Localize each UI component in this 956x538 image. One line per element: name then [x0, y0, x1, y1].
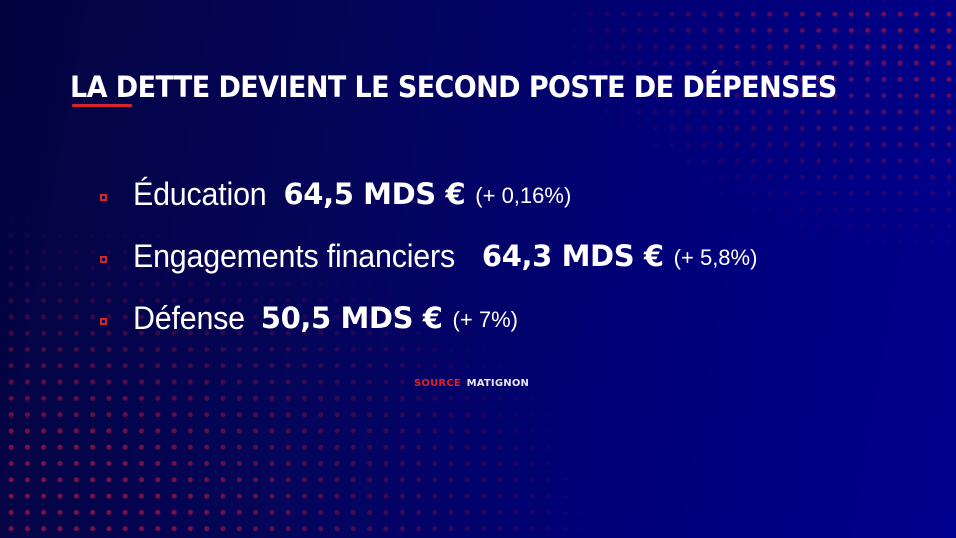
item-label: Éducation: [133, 175, 267, 212]
source-name: MATIGNON: [466, 378, 530, 389]
list-item-education: Éducation 64,5 MDS € (+ 0,16%): [96, 163, 757, 225]
item-label: Défense: [133, 299, 245, 336]
square-bullet-icon: [100, 193, 107, 201]
item-change: (+ 5,8%): [673, 245, 758, 270]
source-credit: SOURCE MATIGNON: [414, 378, 529, 389]
source-label: SOURCE: [414, 378, 461, 389]
title-accent-underline: [72, 104, 132, 107]
page-title: LA DETTE DEVIENT LE SECOND POSTE DE DÉPE…: [70, 70, 837, 104]
spending-list: Éducation 64,5 MDS € (+ 0,16%) Engagemen…: [96, 163, 757, 349]
item-change: (+ 0,16%): [475, 183, 572, 208]
item-label: Engagements financiers: [133, 237, 455, 274]
square-bullet-icon: [100, 255, 107, 263]
item-amount: 64,3 MDS €: [481, 239, 664, 273]
item-change: (+ 7%): [452, 307, 518, 332]
square-bullet-icon: [100, 317, 107, 325]
list-item-financial-commitments: Engagements financiers 64,3 MDS € (+ 5,8…: [96, 225, 757, 287]
item-amount: 50,5 MDS €: [260, 301, 443, 335]
list-item-defense: Défense 50,5 MDS € (+ 7%): [96, 287, 757, 349]
item-amount: 64,5 MDS €: [283, 177, 466, 211]
